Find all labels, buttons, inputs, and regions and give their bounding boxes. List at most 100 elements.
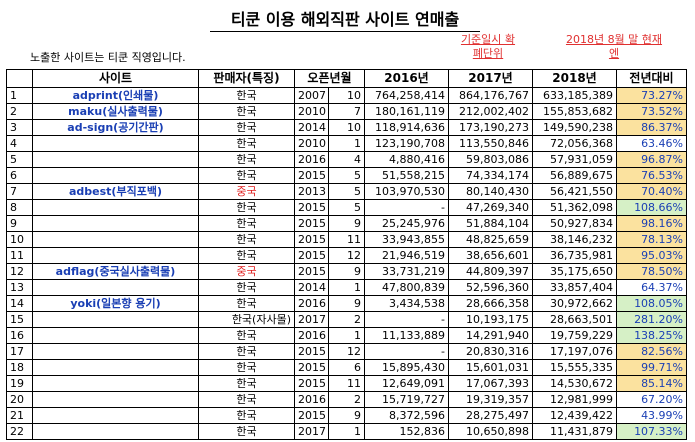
site-cell[interactable]: [32, 231, 199, 248]
sales-2017-cell[interactable]: 10,650,898: [448, 423, 534, 440]
yoy-cell[interactable]: 43.99%: [616, 407, 688, 424]
seller-cell[interactable]: 한국: [198, 247, 295, 264]
sales-2018-cell[interactable]: 149,590,238: [532, 119, 618, 136]
sales-2016-cell[interactable]: 12,649,091: [364, 375, 450, 392]
seller-cell[interactable]: 한국: [198, 167, 295, 184]
row-number-cell[interactable]: 15: [6, 311, 33, 328]
yoy-cell[interactable]: 108.05%: [616, 295, 688, 312]
row-number-cell[interactable]: 6: [6, 167, 33, 184]
sales-2017-cell[interactable]: 52,596,360: [448, 279, 534, 296]
site-cell[interactable]: [32, 375, 199, 392]
open-year-cell[interactable]: 2016: [294, 151, 329, 168]
row-number-cell[interactable]: 3: [6, 119, 33, 136]
sales-2018-cell[interactable]: 155,853,682: [532, 103, 618, 120]
header-2018[interactable]: 2018년: [532, 69, 618, 88]
yoy-cell[interactable]: 99.71%: [616, 359, 688, 376]
open-year-cell[interactable]: 2014: [294, 279, 329, 296]
sales-2017-cell[interactable]: 17,067,393: [448, 375, 534, 392]
site-cell[interactable]: [32, 343, 199, 360]
sales-2017-cell[interactable]: 19,319,357: [448, 391, 534, 408]
yoy-cell[interactable]: 67.20%: [616, 391, 688, 408]
open-year-cell[interactable]: 2015: [294, 231, 329, 248]
yoy-cell[interactable]: 63.46%: [616, 135, 688, 152]
site-cell[interactable]: [32, 279, 199, 296]
row-number-cell[interactable]: 1: [6, 87, 33, 104]
open-month-cell[interactable]: 11: [327, 231, 366, 248]
site-cell[interactable]: [32, 311, 199, 328]
row-number-cell[interactable]: 9: [6, 215, 33, 232]
open-month-cell[interactable]: 7: [327, 103, 366, 120]
row-number-cell[interactable]: 11: [6, 247, 33, 264]
row-number-cell[interactable]: 5: [6, 151, 33, 168]
site-cell[interactable]: adprint(인쇄물): [32, 87, 199, 104]
sales-2016-cell[interactable]: 4,880,416: [364, 151, 450, 168]
open-month-cell[interactable]: 10: [327, 87, 366, 104]
sales-2018-cell[interactable]: 51,362,098: [532, 199, 618, 216]
open-month-cell[interactable]: 5: [327, 167, 366, 184]
open-month-cell[interactable]: 1: [327, 279, 366, 296]
site-cell[interactable]: [32, 199, 199, 216]
seller-cell[interactable]: 한국: [198, 295, 295, 312]
site-cell[interactable]: [32, 135, 199, 152]
site-cell[interactable]: [32, 247, 199, 264]
sales-2016-cell[interactable]: 123,190,708: [364, 135, 450, 152]
sales-2017-cell[interactable]: 48,825,659: [448, 231, 534, 248]
seller-cell[interactable]: 한국: [198, 375, 295, 392]
sales-2017-cell[interactable]: 113,550,846: [448, 135, 534, 152]
open-year-cell[interactable]: 2015: [294, 247, 329, 264]
open-month-cell[interactable]: 1: [327, 327, 366, 344]
yoy-cell[interactable]: 73.52%: [616, 103, 688, 120]
yoy-cell[interactable]: 281.20%: [616, 311, 688, 328]
seller-cell[interactable]: 한국(자사몰): [198, 311, 295, 328]
header-seller[interactable]: 판매자(특징): [198, 69, 295, 88]
seller-cell[interactable]: 한국: [198, 199, 295, 216]
open-year-cell[interactable]: 2016: [294, 295, 329, 312]
sales-2017-cell[interactable]: 28,666,358: [448, 295, 534, 312]
site-cell[interactable]: [32, 327, 199, 344]
open-year-cell[interactable]: 2015: [294, 407, 329, 424]
site-cell[interactable]: adbest(부직포백): [32, 183, 199, 200]
sales-2017-cell[interactable]: 80,140,430: [448, 183, 534, 200]
sales-2016-cell[interactable]: 8,372,596: [364, 407, 450, 424]
row-number-cell[interactable]: 12: [6, 263, 33, 280]
sales-2017-cell[interactable]: 38,656,601: [448, 247, 534, 264]
header-2016[interactable]: 2016년: [364, 69, 450, 88]
site-cell[interactable]: [32, 151, 199, 168]
seller-cell[interactable]: 한국: [198, 231, 295, 248]
open-year-cell[interactable]: 2015: [294, 263, 329, 280]
site-cell[interactable]: ad-sign(공기간판): [32, 119, 199, 136]
sales-2018-cell[interactable]: 38,146,232: [532, 231, 618, 248]
yoy-cell[interactable]: 85.14%: [616, 375, 688, 392]
seller-cell[interactable]: 한국: [198, 423, 295, 440]
header-open[interactable]: 오픈년월: [293, 69, 366, 88]
site-cell[interactable]: [32, 407, 199, 424]
sales-2016-cell[interactable]: 11,133,889: [364, 327, 450, 344]
seller-cell[interactable]: 한국: [198, 327, 295, 344]
sales-2018-cell[interactable]: 15,555,335: [532, 359, 618, 376]
sales-2016-cell[interactable]: 152,836: [364, 423, 450, 440]
seller-cell[interactable]: 한국: [198, 279, 295, 296]
open-year-cell[interactable]: 2010: [294, 135, 329, 152]
sales-2017-cell[interactable]: 864,176,767: [448, 87, 534, 104]
open-month-cell[interactable]: 9: [327, 407, 366, 424]
seller-cell[interactable]: 중국: [198, 183, 295, 200]
yoy-cell[interactable]: 96.87%: [616, 151, 688, 168]
sales-2018-cell[interactable]: 12,439,422: [532, 407, 618, 424]
site-cell[interactable]: [32, 215, 199, 232]
row-number-cell[interactable]: 4: [6, 135, 33, 152]
open-month-cell[interactable]: 1: [327, 135, 366, 152]
sales-2016-cell[interactable]: -: [364, 311, 450, 328]
sales-2016-cell[interactable]: 33,943,855: [364, 231, 450, 248]
sales-2018-cell[interactable]: 56,889,675: [532, 167, 618, 184]
sales-2018-cell[interactable]: 12,981,999: [532, 391, 618, 408]
sales-2017-cell[interactable]: 173,190,273: [448, 119, 534, 136]
row-number-cell[interactable]: 13: [6, 279, 33, 296]
sales-2016-cell[interactable]: 180,161,119: [364, 103, 450, 120]
open-year-cell[interactable]: 2010: [294, 103, 329, 120]
open-year-cell[interactable]: 2015: [294, 359, 329, 376]
open-year-cell[interactable]: 2016: [294, 327, 329, 344]
row-number-cell[interactable]: 16: [6, 327, 33, 344]
open-month-cell[interactable]: 6: [327, 359, 366, 376]
row-number-cell[interactable]: 20: [6, 391, 33, 408]
open-year-cell[interactable]: 2014: [294, 119, 329, 136]
